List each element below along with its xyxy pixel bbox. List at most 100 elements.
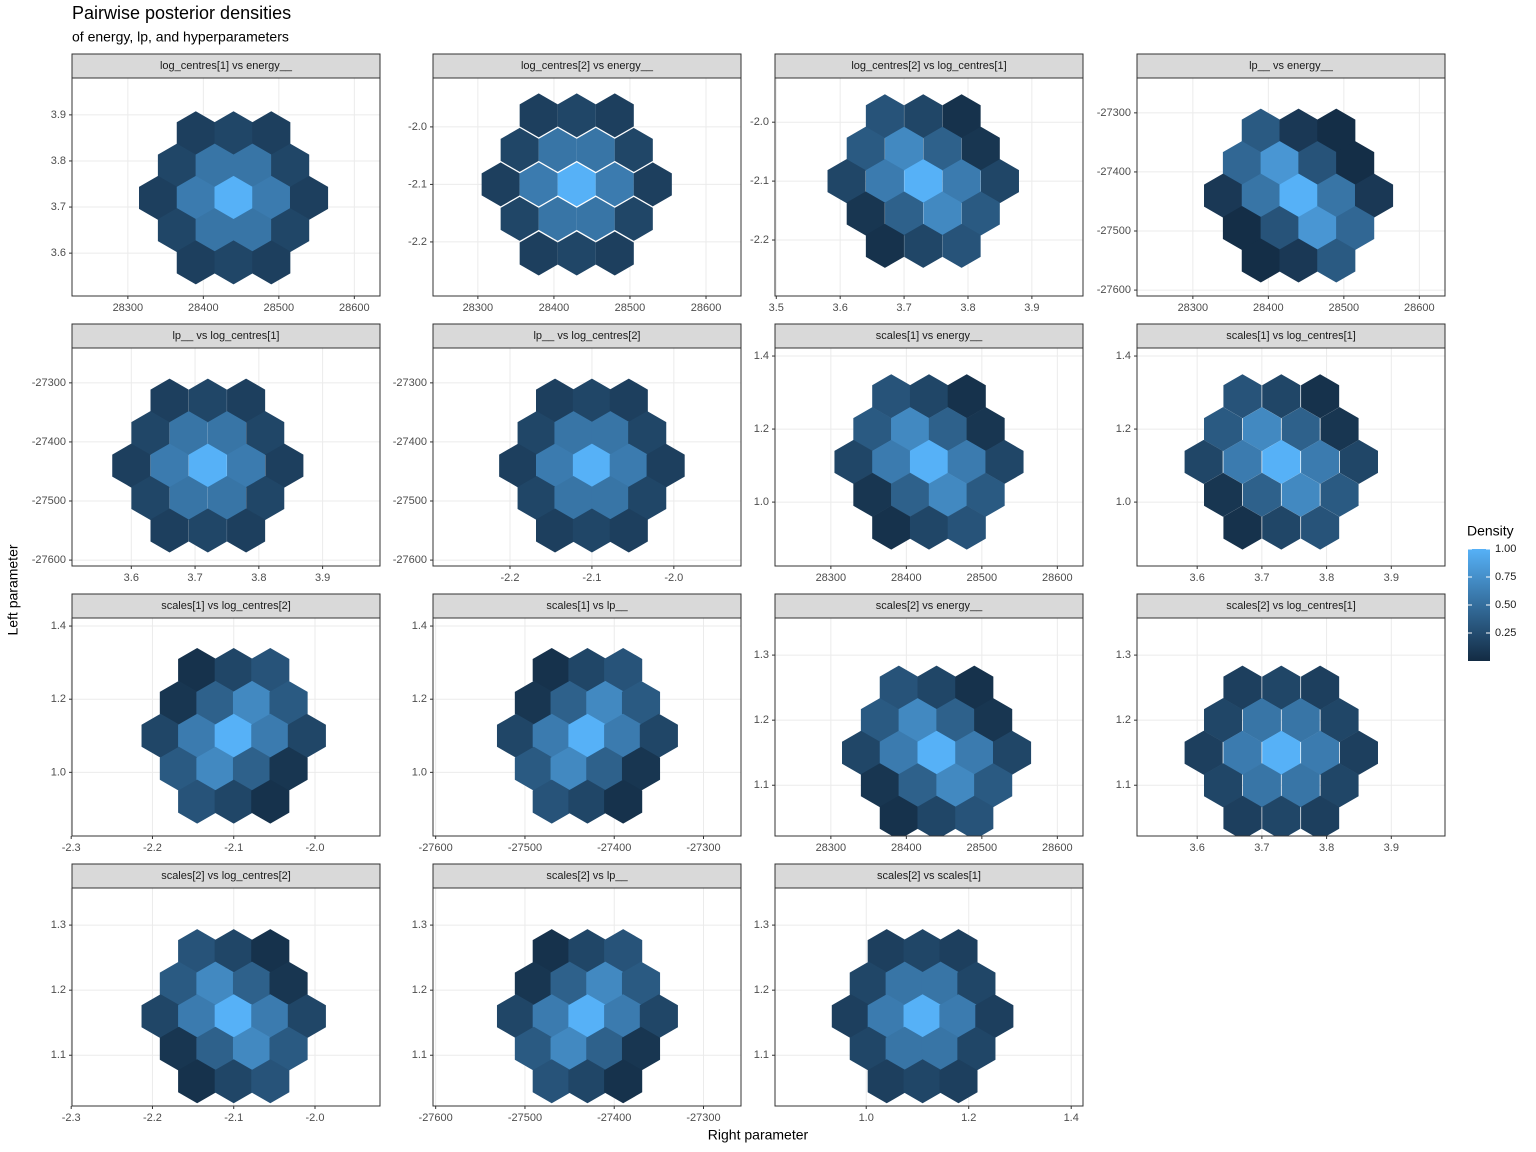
hex-bin: [595, 231, 634, 276]
strip: [71, 323, 381, 349]
x-tick-label: 3.8: [1319, 842, 1334, 854]
legend-title: Density: [1467, 523, 1514, 539]
hex-bin: [1262, 795, 1301, 836]
hex-bin: [157, 143, 196, 188]
hex-bin: [1281, 472, 1320, 517]
hex-bin: [252, 111, 291, 156]
y-tick-label: -27400: [1097, 166, 1131, 178]
hex-bin: [195, 143, 234, 188]
hex-bin: [196, 746, 235, 791]
strip-label: scales[2] vs lp__: [546, 870, 628, 882]
hex-bin: [1279, 173, 1318, 218]
hex-bin: [269, 1026, 308, 1071]
hex-layer: [496, 647, 678, 824]
x-tick-label: -2.1: [224, 842, 243, 854]
strip-label: lp__ vs log_centres[1]: [172, 330, 279, 342]
hex-bin: [860, 763, 899, 808]
x-tick-label: -27600: [419, 842, 453, 854]
y-tick-label: -27600: [32, 554, 66, 566]
x-tick-label: -27400: [597, 1112, 631, 1124]
hex-bin: [232, 746, 272, 791]
hex-bin: [879, 730, 918, 775]
hex-bin: [554, 476, 593, 521]
hex-bin: [898, 698, 937, 743]
strip: [432, 863, 742, 889]
y-tick-label: -27300: [1097, 107, 1131, 119]
y-tick-label: 1.1: [1116, 779, 1131, 791]
hex-bin: [251, 647, 290, 692]
hex-bin: [1241, 108, 1280, 153]
x-tick-label: 3.6: [1190, 842, 1205, 854]
hex-layer: [1184, 665, 1378, 836]
hex-bin: [214, 175, 253, 220]
hex-bin: [891, 472, 930, 517]
y-tick-label: -2.2: [750, 234, 769, 246]
hex-bin: [1204, 763, 1243, 808]
y-tick-label: 1.0: [51, 766, 66, 778]
hex-bin: [1301, 439, 1340, 484]
x-tick-label: 28500: [967, 572, 998, 584]
hex-bin: [1301, 374, 1340, 419]
strip-label: scales[2] vs log_centres[1]: [1226, 600, 1356, 612]
strip: [432, 53, 742, 79]
strip-label: log_centres[1] vs energy__: [160, 60, 293, 72]
strip-label: log_centres[2] vs energy__: [521, 60, 654, 72]
hex-bin: [196, 961, 235, 1006]
y-tick-label: -27400: [393, 436, 427, 448]
hex-bin: [251, 929, 290, 974]
hex-bin: [227, 378, 266, 423]
hex-bin: [532, 779, 571, 824]
hex-bin: [178, 1059, 217, 1104]
hex-bin: [150, 508, 189, 553]
hex-bin: [928, 407, 967, 452]
y-tick-label: 1.3: [754, 649, 769, 661]
strip: [774, 323, 1084, 349]
y-tick-label: -27500: [32, 495, 66, 507]
hex-bin: [591, 476, 630, 521]
hex-bin: [604, 929, 643, 974]
x-tick-label: 28600: [1042, 842, 1073, 854]
hex-bin: [271, 208, 310, 253]
strip: [71, 53, 381, 79]
hex-bin: [576, 127, 615, 172]
hex-bin: [879, 665, 918, 710]
hex-bin: [1242, 407, 1281, 452]
legend-colorbar: [1468, 549, 1490, 661]
hex-bin: [860, 698, 899, 743]
hex-bin: [227, 508, 266, 553]
strip-label: lp__ vs log_centres[2]: [533, 330, 640, 342]
hex-bin: [265, 443, 304, 488]
hex-bin: [586, 680, 625, 725]
hex-bin: [499, 443, 538, 488]
x-tick-label: 1.4: [1064, 1112, 1079, 1124]
x-tick-label: 3.7: [187, 572, 202, 584]
hex-bin: [496, 994, 536, 1039]
hex-bin: [923, 126, 962, 171]
hex-bin: [232, 1026, 272, 1071]
hex-bin: [232, 680, 272, 725]
hex-bin: [1260, 206, 1299, 251]
hex-bin: [1223, 730, 1262, 775]
x-tick-label: 3.9: [1384, 572, 1399, 584]
hex-bin: [885, 126, 924, 171]
hex-bin: [519, 93, 558, 138]
hex-bin: [865, 159, 904, 204]
hex-bin: [885, 1026, 924, 1071]
hex-bin: [975, 994, 1014, 1039]
y-tick-label: -27400: [32, 436, 66, 448]
hex-bin: [214, 994, 253, 1039]
hex-bin: [628, 411, 667, 456]
y-tick-label: 3.8: [51, 155, 66, 167]
hex-bin: [1241, 238, 1280, 283]
strip-label: scales[1] vs log_centres[1]: [1226, 330, 1356, 342]
hex-bin: [1223, 505, 1262, 550]
hex-bin: [1204, 173, 1243, 218]
hex-bin: [909, 439, 949, 484]
y-tick-label: 1.1: [51, 1049, 66, 1061]
hex-bin: [157, 208, 196, 253]
hex-bin: [947, 374, 986, 419]
hex-bin: [196, 1026, 235, 1071]
y-tick-label: -27300: [393, 377, 427, 389]
strip-label: scales[1] vs lp__: [546, 600, 628, 612]
hex-bin: [867, 994, 906, 1039]
